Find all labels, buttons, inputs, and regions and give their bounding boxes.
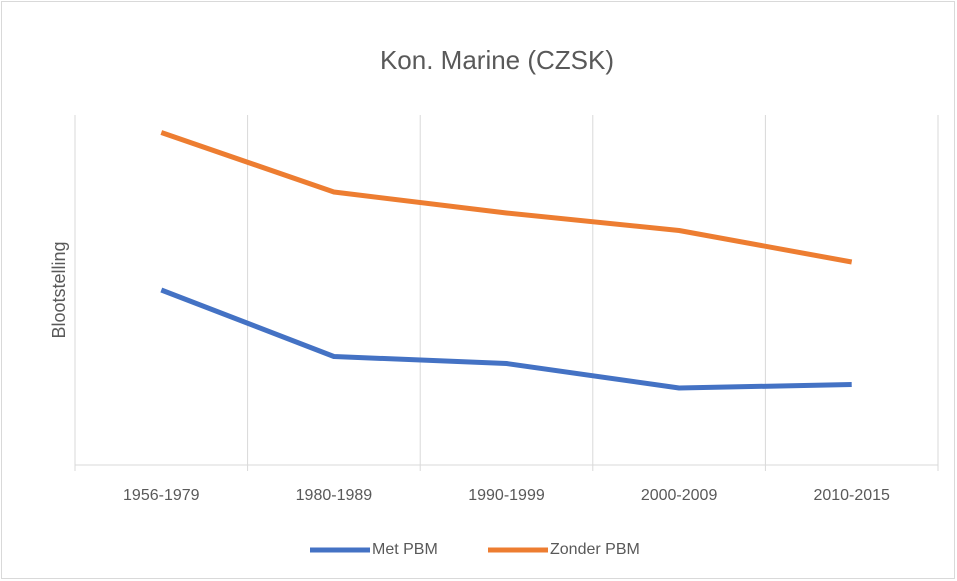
x-tick-label: 2000-2009 <box>641 487 718 504</box>
line-series <box>160 287 852 391</box>
y-axis-label: Blootstelling <box>49 241 69 338</box>
legend-label: Zonder PBM <box>550 541 640 558</box>
x-tick-label: 1990-1999 <box>468 487 545 504</box>
x-tick-label: 2010-2015 <box>813 487 890 504</box>
x-tick-label: 1956-1979 <box>123 487 200 504</box>
legend-label: Met PBM <box>372 541 438 558</box>
x-tick-label: 1980-1989 <box>296 487 373 504</box>
chart-title: Kon. Marine (CZSK) <box>380 45 614 75</box>
line-series <box>160 130 853 265</box>
